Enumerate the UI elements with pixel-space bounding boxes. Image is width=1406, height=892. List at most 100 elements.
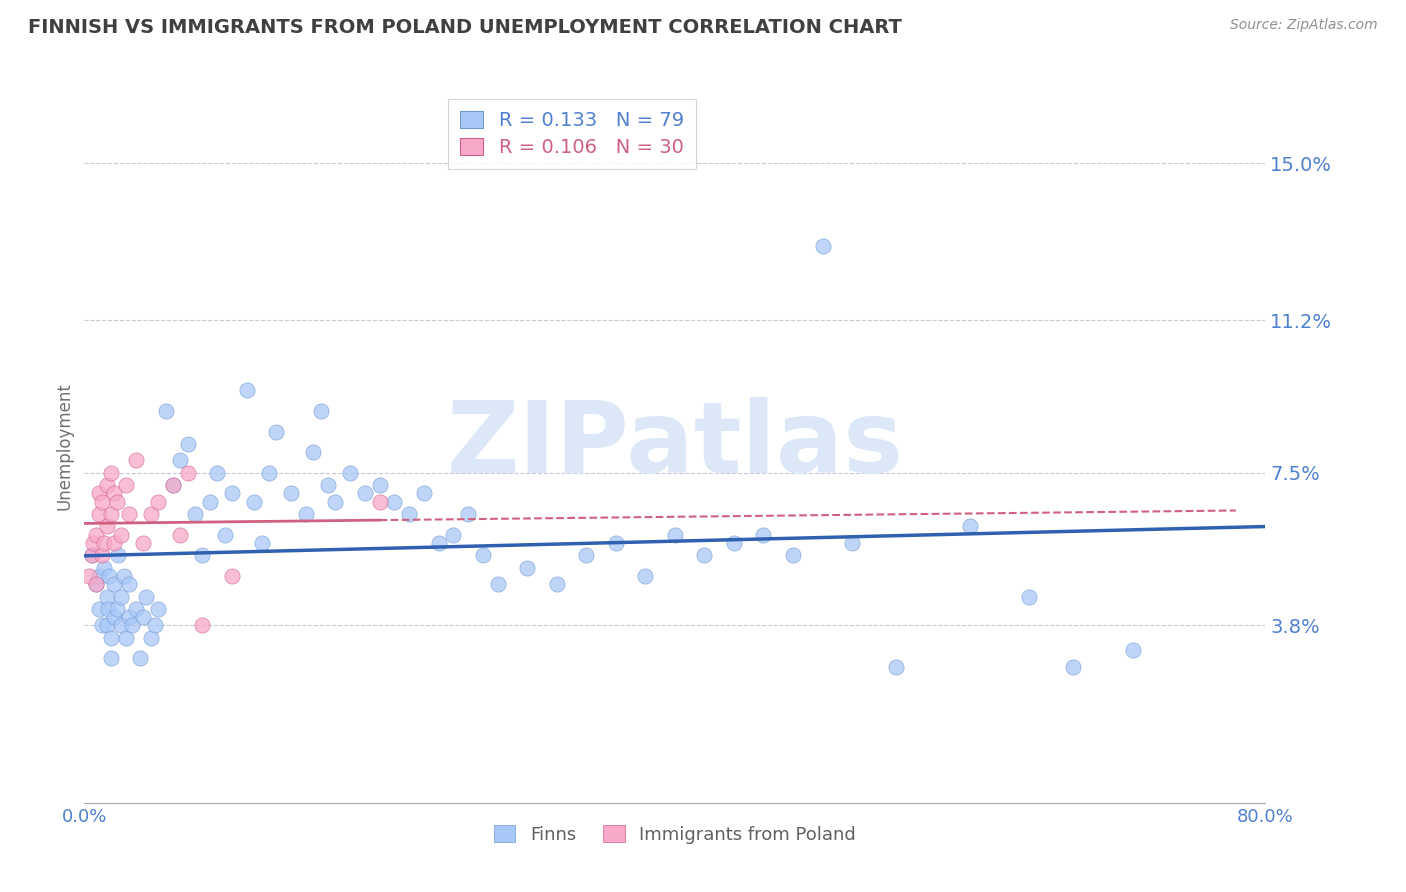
Point: [91, 618, 114, 632]
Point: [811, 239, 834, 253]
Point: [103, 536, 125, 550]
Point: [125, 453, 148, 467]
Point: [91, 494, 114, 508]
Point: [693, 549, 716, 563]
Point: [886, 659, 908, 673]
Text: Source: ZipAtlas.com: Source: ZipAtlas.com: [1230, 18, 1378, 32]
Point: [87, 507, 111, 521]
Point: [486, 577, 509, 591]
Point: [214, 527, 236, 541]
Point: [664, 527, 686, 541]
Point: [97, 602, 120, 616]
Point: [169, 453, 191, 467]
Point: [243, 494, 266, 508]
Point: [135, 590, 157, 604]
Point: [107, 549, 129, 563]
Point: [110, 590, 132, 604]
Point: [132, 610, 155, 624]
Point: [112, 569, 135, 583]
Point: [77, 569, 100, 583]
Point: [1018, 590, 1040, 604]
Point: [110, 527, 132, 541]
Point: [114, 631, 136, 645]
Point: [959, 519, 981, 533]
Point: [354, 486, 377, 500]
Point: [634, 569, 657, 583]
Point: [325, 494, 347, 508]
Point: [125, 602, 148, 616]
Point: [1063, 659, 1085, 673]
Point: [103, 610, 125, 624]
Point: [339, 466, 361, 480]
Point: [148, 494, 170, 508]
Point: [105, 602, 128, 616]
Point: [143, 618, 166, 632]
Point: [100, 507, 122, 521]
Point: [87, 569, 111, 583]
Point: [103, 577, 125, 591]
Point: [148, 602, 170, 616]
Point: [96, 618, 118, 632]
Point: [114, 478, 136, 492]
Point: [516, 560, 538, 574]
Point: [782, 549, 804, 563]
Point: [129, 651, 152, 665]
Y-axis label: Unemployment: Unemployment: [55, 382, 73, 510]
Point: [457, 507, 479, 521]
Point: [93, 536, 115, 550]
Point: [723, 536, 745, 550]
Point: [309, 404, 332, 418]
Point: [96, 590, 118, 604]
Point: [121, 618, 143, 632]
Point: [169, 527, 191, 541]
Point: [316, 478, 339, 492]
Point: [221, 569, 243, 583]
Point: [427, 536, 450, 550]
Point: [162, 478, 184, 492]
Point: [100, 651, 122, 665]
Point: [80, 549, 103, 563]
Point: [84, 577, 107, 591]
Point: [177, 466, 200, 480]
Point: [87, 486, 111, 500]
Point: [443, 527, 465, 541]
Point: [84, 527, 107, 541]
Point: [96, 478, 118, 492]
Point: [96, 519, 118, 533]
Point: [118, 577, 141, 591]
Point: [236, 384, 259, 398]
Point: [80, 549, 103, 563]
Point: [280, 486, 302, 500]
Point: [368, 494, 391, 508]
Point: [257, 466, 280, 480]
Legend: Finns, Immigrants from Poland: Finns, Immigrants from Poland: [486, 818, 863, 851]
Point: [100, 466, 122, 480]
Point: [132, 536, 155, 550]
Point: [110, 618, 132, 632]
Point: [105, 494, 128, 508]
Point: [605, 536, 627, 550]
Point: [100, 631, 122, 645]
Point: [250, 536, 273, 550]
Point: [413, 486, 436, 500]
Point: [177, 437, 200, 451]
Point: [184, 507, 207, 521]
Point: [118, 507, 141, 521]
Text: ZIPatlas: ZIPatlas: [447, 398, 903, 494]
Point: [93, 560, 115, 574]
Point: [398, 507, 420, 521]
Point: [87, 602, 111, 616]
Point: [139, 631, 162, 645]
Point: [155, 404, 177, 418]
Point: [295, 507, 318, 521]
Point: [118, 610, 141, 624]
Point: [382, 494, 406, 508]
Point: [198, 494, 221, 508]
Point: [546, 577, 568, 591]
Point: [841, 536, 863, 550]
Point: [191, 549, 214, 563]
Point: [84, 577, 107, 591]
Point: [266, 425, 288, 439]
Point: [302, 445, 325, 459]
Point: [162, 478, 184, 492]
